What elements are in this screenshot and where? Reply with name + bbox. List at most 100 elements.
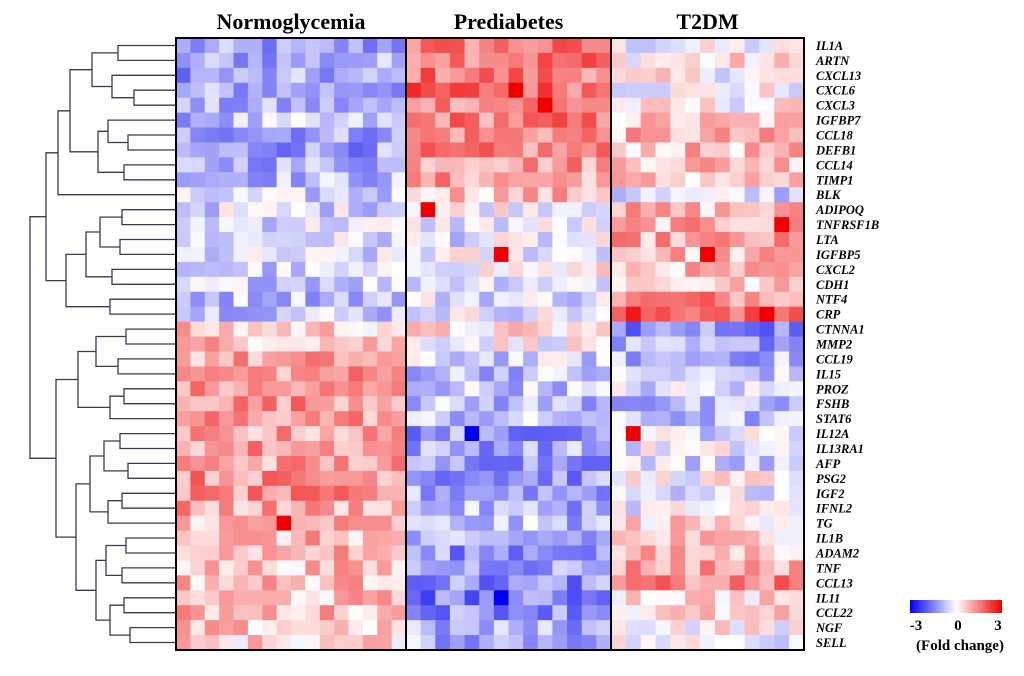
heatmap-cell: [493, 217, 509, 233]
heatmap-cell: [176, 321, 191, 337]
heatmap-cell: [449, 500, 465, 517]
heatmap-cell: [420, 366, 436, 382]
heatmap-cell: [729, 590, 746, 606]
heatmap-cell: [655, 261, 671, 278]
heatmap-cell: [233, 321, 249, 337]
heatmap-cell: [362, 276, 378, 293]
heatmap-cell: [247, 336, 263, 352]
heatmap-cell: [611, 232, 627, 248]
heatmap-cell: [523, 52, 539, 69]
heatmap-cell: [391, 97, 407, 114]
heatmap-cell: [581, 232, 597, 248]
heatmap-cell: [334, 82, 349, 99]
heatmap-cell: [567, 261, 583, 278]
heatmap-cell: [567, 306, 583, 323]
heatmap-cell: [305, 426, 321, 442]
heatmap-cell: [291, 127, 306, 143]
heatmap-cell: [567, 485, 583, 502]
heatmap-cell: [508, 620, 524, 636]
heatmap-cell: [219, 217, 234, 233]
heatmap-cell: [362, 187, 378, 203]
heatmap-cell: [176, 232, 191, 248]
heatmap-cell: [789, 52, 805, 69]
heatmap-cell: [204, 82, 220, 99]
heatmap-cell: [508, 202, 524, 218]
heatmap-cell: [552, 500, 568, 517]
heatmap-cell: [774, 620, 790, 636]
heatmap-cell: [611, 52, 627, 69]
heatmap-cell: [190, 217, 206, 233]
heatmap-cell: [362, 67, 378, 84]
heatmap-cell: [176, 82, 191, 99]
heatmap-cell: [464, 381, 480, 397]
heatmap-cell: [729, 67, 746, 84]
heatmap-cell: [479, 605, 495, 621]
heatmap-cell: [744, 411, 760, 427]
heatmap-cell: [305, 276, 321, 293]
heatmap-cell: [291, 187, 306, 203]
heatmap-cell: [305, 396, 321, 412]
heatmap-cell: [479, 306, 495, 323]
heatmap-cell: [581, 605, 597, 621]
heatmap-cell: [655, 426, 671, 442]
heatmap-cell: [319, 381, 335, 397]
heatmap-cell: [729, 172, 746, 188]
heatmap-cell: [362, 560, 378, 576]
heatmap-cell: [700, 157, 716, 173]
heatmap-cell: [176, 635, 191, 651]
heatmap-cell: [362, 381, 378, 397]
heatmap-cell: [435, 67, 451, 84]
heatmap-cell: [204, 485, 220, 502]
heatmap-cell: [625, 321, 642, 337]
heatmap-cell: [176, 261, 191, 278]
heatmap-cell: [262, 202, 278, 218]
heatmap-cell: [655, 441, 671, 457]
heatmap-cell: [176, 112, 191, 128]
heatmap-cell: [640, 545, 656, 561]
heatmap-cell: [552, 187, 568, 203]
heatmap-cell: [305, 127, 321, 143]
dendrogram-branch: [123, 388, 176, 405]
heatmap-cell: [479, 515, 495, 531]
heatmap-cell: [596, 246, 612, 263]
heatmap-cell: [596, 635, 612, 651]
heatmap-cell: [449, 157, 465, 173]
gene-label: TNFRSF1B: [816, 218, 879, 232]
heatmap-cell: [276, 441, 292, 457]
heatmap-cell: [685, 157, 701, 173]
heatmap-cell: [508, 411, 524, 427]
heatmap-cell: [391, 142, 407, 158]
heatmap-cell: [729, 560, 746, 576]
heatmap-cell: [377, 291, 393, 308]
heatmap-cell: [233, 97, 249, 114]
heatmap-cell: [420, 485, 436, 502]
heatmap-cell: [493, 246, 509, 263]
heatmap-cell: [204, 545, 220, 561]
heatmap-cell: [435, 261, 451, 278]
heatmap-cell: [625, 82, 642, 99]
heatmap-cell: [190, 52, 206, 69]
heatmap-cell: [319, 560, 335, 576]
heatmap-cell: [596, 82, 612, 99]
heatmap-cell: [493, 172, 509, 188]
heatmap-cell: [552, 396, 568, 412]
heatmap-cell: [291, 590, 306, 606]
heatmap-cell: [552, 232, 568, 248]
heatmap-cell: [479, 112, 495, 128]
heatmap-cell: [262, 635, 278, 651]
heatmap-cell: [219, 605, 234, 621]
heatmap-cell: [348, 172, 364, 188]
heatmap-cell: [729, 142, 746, 158]
gene-label: CDH1: [816, 278, 849, 292]
heatmap-cell: [362, 52, 378, 69]
heatmap-cell: [625, 575, 642, 591]
heatmap-cell: [625, 202, 642, 218]
heatmap-cell: [523, 590, 539, 606]
heatmap-cell: [377, 38, 393, 54]
heatmap-cell: [714, 500, 731, 517]
heatmap-cell: [774, 217, 790, 233]
heatmap-cell: [493, 82, 509, 99]
heatmap-cell: [377, 426, 393, 442]
heatmap-cell: [789, 530, 805, 546]
heatmap-cell: [729, 217, 746, 233]
